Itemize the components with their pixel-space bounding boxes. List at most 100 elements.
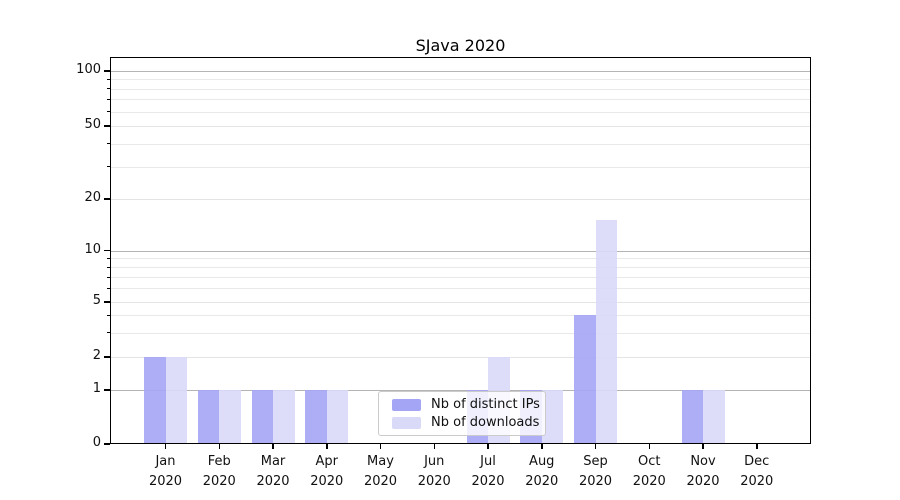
gridline-major [110, 250, 811, 252]
bar-distinct-ips-mar [251, 390, 273, 444]
x-tick-year: 2020 [202, 474, 236, 489]
y-tick-label: 50 [84, 117, 101, 132]
x-tick [594, 444, 597, 449]
x-tick-year: 2020 [471, 474, 505, 489]
bar-distinct-ips-jan [144, 357, 166, 444]
y-tick [104, 301, 110, 303]
gridline [110, 357, 811, 358]
x-tick-month: May [367, 454, 394, 469]
x-tick-year: 2020 [686, 474, 720, 489]
x-tick-year: 2020 [417, 474, 451, 489]
bar-downloads-jan [165, 357, 187, 444]
y-minor-tick [107, 314, 110, 316]
y-tick-label: 20 [84, 190, 101, 205]
x-tick-year: 2020 [632, 474, 666, 489]
gridline-minor [110, 315, 811, 317]
chart-title: SJava 2020 [415, 36, 506, 55]
x-tick-label: Jan 2020 [123, 452, 209, 492]
x-tick-month: Dec [744, 454, 770, 469]
x-tick-month: Oct [638, 454, 661, 469]
y-tick [104, 443, 110, 445]
x-tick [218, 444, 220, 449]
gridline [110, 126, 811, 127]
gridline-minor [110, 99, 811, 101]
x-tick-label: Feb 2020 [176, 452, 262, 492]
legend-label-downloads: Nb of downloads [431, 415, 540, 430]
legend-item-downloads: Nb of downloads [386, 415, 540, 430]
x-tick-month: Jul [480, 454, 496, 469]
y-minor-tick [107, 287, 110, 289]
legend: Nb of distinct IPs Nb of downloads [378, 391, 546, 436]
x-tick-month: Apr [315, 454, 339, 469]
x-tick-year: 2020 [363, 474, 398, 489]
x-tick-label: Jul 2020 [445, 452, 531, 492]
bar-distinct-ips-apr [305, 390, 327, 444]
bar-downloads-aug [541, 390, 564, 444]
y-tick [104, 389, 110, 391]
x-tick [541, 444, 543, 449]
y-tick [104, 70, 110, 72]
x-tick-label: Jun 2020 [391, 452, 477, 492]
x-tick-year: 2020 [740, 474, 774, 489]
y-minor-tick [107, 332, 110, 334]
x-tick [326, 444, 328, 449]
bar-distinct-ips-sep [574, 315, 596, 444]
gridline-minor [110, 258, 811, 260]
x-tick-year: 2020 [148, 474, 183, 489]
x-tick-label: Oct 2020 [606, 452, 692, 492]
y-tick-label: 0 [92, 435, 101, 450]
bar-downloads-sep [595, 220, 617, 444]
y-tick [104, 249, 110, 252]
bar-distinct-ips-feb [197, 390, 220, 444]
x-tick [379, 444, 382, 449]
x-tick-label: Sep 2020 [553, 452, 639, 492]
x-tick-month: Aug [529, 454, 555, 469]
gridline-minor [110, 332, 811, 334]
x-tick-label: Aug 2020 [499, 452, 585, 492]
y-minor-tick [107, 257, 110, 259]
gridline-minor [110, 277, 811, 278]
y-tick-label: 2 [92, 348, 101, 363]
legend-label-distinct-ips: Nb of distinct IPs [431, 397, 540, 412]
x-tick-month: Mar [260, 454, 286, 469]
x-tick-month: Jun [424, 454, 445, 469]
x-tick [272, 444, 274, 449]
x-tick-label: Apr 2020 [284, 452, 370, 492]
gridline-minor [110, 88, 811, 90]
x-tick [487, 444, 489, 449]
gridline-minor [110, 111, 811, 113]
y-tick-label: 100 [76, 62, 101, 77]
x-tick-month: Feb [207, 454, 231, 469]
y-minor-tick [107, 98, 110, 100]
x-tick-label: Mar 2020 [230, 452, 316, 492]
x-tick-month: Sep [583, 454, 608, 469]
legend-item-distinct-ips: Nb of distinct IPs [386, 397, 540, 412]
y-minor-tick [107, 88, 110, 90]
x-tick-label: May 2020 [338, 452, 424, 492]
x-tick-label: Nov 2020 [660, 452, 746, 492]
y-tick-label: 10 [84, 241, 101, 257]
gridline [110, 302, 811, 303]
gridline [110, 199, 811, 200]
legend-swatch-downloads [392, 416, 421, 429]
bar-downloads-nov [703, 390, 725, 444]
gridline-minor [110, 79, 811, 81]
bar-downloads-mar [273, 390, 295, 444]
x-tick-year: 2020 [256, 474, 290, 489]
y-minor-tick [107, 166, 110, 168]
bar-downloads-apr [326, 390, 349, 444]
plot-area: Nb of distinct IPs Nb of downloads [110, 57, 811, 444]
gridline-minor [110, 143, 811, 145]
legend-swatch-distinct-ips [392, 398, 421, 411]
gridline-minor [110, 288, 811, 290]
y-minor-tick [107, 111, 110, 113]
gridline-major [110, 71, 811, 72]
x-tick-year: 2020 [578, 474, 613, 489]
gridline-minor [110, 267, 811, 269]
y-minor-tick [107, 143, 110, 145]
x-tick-year: 2020 [310, 474, 344, 489]
x-tick [702, 444, 704, 449]
bar-distinct-ips-nov [681, 390, 703, 444]
y-tick [104, 198, 110, 200]
